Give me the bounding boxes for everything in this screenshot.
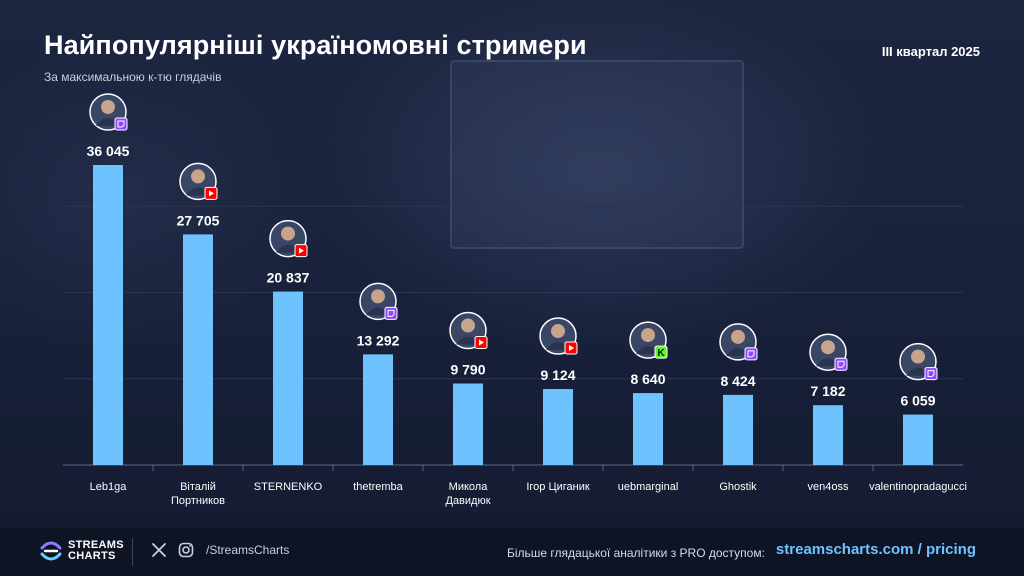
youtube-play-glyph [209,190,214,197]
bar-0[interactable] [93,165,123,465]
chart-subtitle: За максимальною к-тю глядачів [44,70,222,84]
streams-charts-logo[interactable]: STREAMS CHARTS [40,540,124,562]
category-label: Віталій [180,481,216,493]
bar-7[interactable] [723,394,753,465]
x-icon[interactable] [152,543,166,557]
twitch-icon [924,367,938,381]
avatar-head [821,340,835,355]
youtube-play-glyph [299,247,304,254]
avatar-body [636,346,660,355]
value-label: 9 790 [450,362,485,378]
bar-4[interactable] [453,383,483,465]
category-label: ven4oss [808,481,849,493]
youtube-play-glyph [569,345,574,352]
brand-line-2: CHARTS [68,550,116,562]
brand-line-1: STREAMS [68,539,124,551]
avatar-body [456,336,480,345]
pricing-link[interactable]: streamscharts.com / pricing [775,541,976,558]
footer-divider [132,538,133,566]
category-label: Ігор Циганик [526,481,590,493]
twitch-glyph [387,309,395,317]
bar-2[interactable] [273,291,303,465]
bar-1[interactable] [183,234,213,465]
avatar-head [191,169,205,184]
avatar-body [186,187,210,196]
chart-title: Найпопулярніші україномовні стримери [44,30,587,60]
category-label: Микола [449,481,489,493]
background [0,0,1024,528]
twitch-glyph [927,370,935,378]
avatar-head [551,324,565,339]
twitch-glyph [747,350,755,358]
youtube-play-glyph [479,339,484,346]
value-label: 7 182 [810,383,845,399]
avatar-head [731,329,745,344]
avatar-head [641,328,655,343]
streams-charts-wordmark: STREAMS CHARTS [68,540,124,562]
period-label: III квартал 2025 [881,44,980,59]
category-label: STERNENKO [254,481,323,493]
value-label: 6 059 [900,393,935,409]
value-label: 9 124 [540,367,575,383]
bar-9[interactable] [903,414,933,465]
kick-icon [654,345,668,359]
category-label: valentinopradagucci [869,481,967,493]
instagram-icon[interactable] [178,542,194,558]
avatar-body [816,358,840,367]
twitch-icon [114,117,128,131]
avatar-body [546,342,570,351]
kick-glyph: K [657,348,665,359]
avatar-body [276,244,300,253]
value-label: 13 292 [357,332,400,348]
social-links: /StreamsCharts [152,542,289,558]
bar-8[interactable] [813,405,843,465]
twitch-icon [834,357,848,371]
bar-6[interactable] [633,393,663,465]
twitch-icon [384,306,398,320]
social-handle[interactable]: /StreamsCharts [206,543,290,557]
avatar-head [101,100,115,114]
avatar-head [911,349,925,364]
category-label: Давидюк [445,495,490,507]
avatar-head [371,289,385,304]
twitch-glyph [837,360,845,368]
bar-5[interactable] [543,389,573,465]
category-label: thetremba [353,481,403,493]
avatar-body [366,307,390,316]
twitch-icon [744,347,758,361]
streams-charts-logo-icon [40,541,62,561]
value-label: 8 640 [630,371,665,387]
bar-3[interactable] [363,354,393,465]
category-label: Ghostik [719,481,757,493]
avatar-head [281,226,295,241]
avatar-body [96,118,120,126]
avatar-head [461,318,475,333]
category-label: Портников [171,495,225,507]
value-label: 8 424 [720,373,755,389]
value-label: 27 705 [177,212,220,228]
value-label: 36 045 [87,143,130,159]
category-label: uebmarginal [618,481,679,493]
footer: STREAMS CHARTS /StreamsCharts Більше гля… [0,528,1024,576]
twitch-glyph [117,120,125,128]
avatar-body [906,367,930,376]
promo-text: Більше глядацької аналітики з PRO доступ… [507,546,765,560]
category-label: Leb1ga [90,481,128,493]
value-label: 20 837 [267,270,310,286]
background-monitor [450,60,744,249]
bar-chart: 36 045 Leb1ga 27 705 Віталій Портников 20 837… [63,93,967,507]
avatar-body [726,347,750,356]
